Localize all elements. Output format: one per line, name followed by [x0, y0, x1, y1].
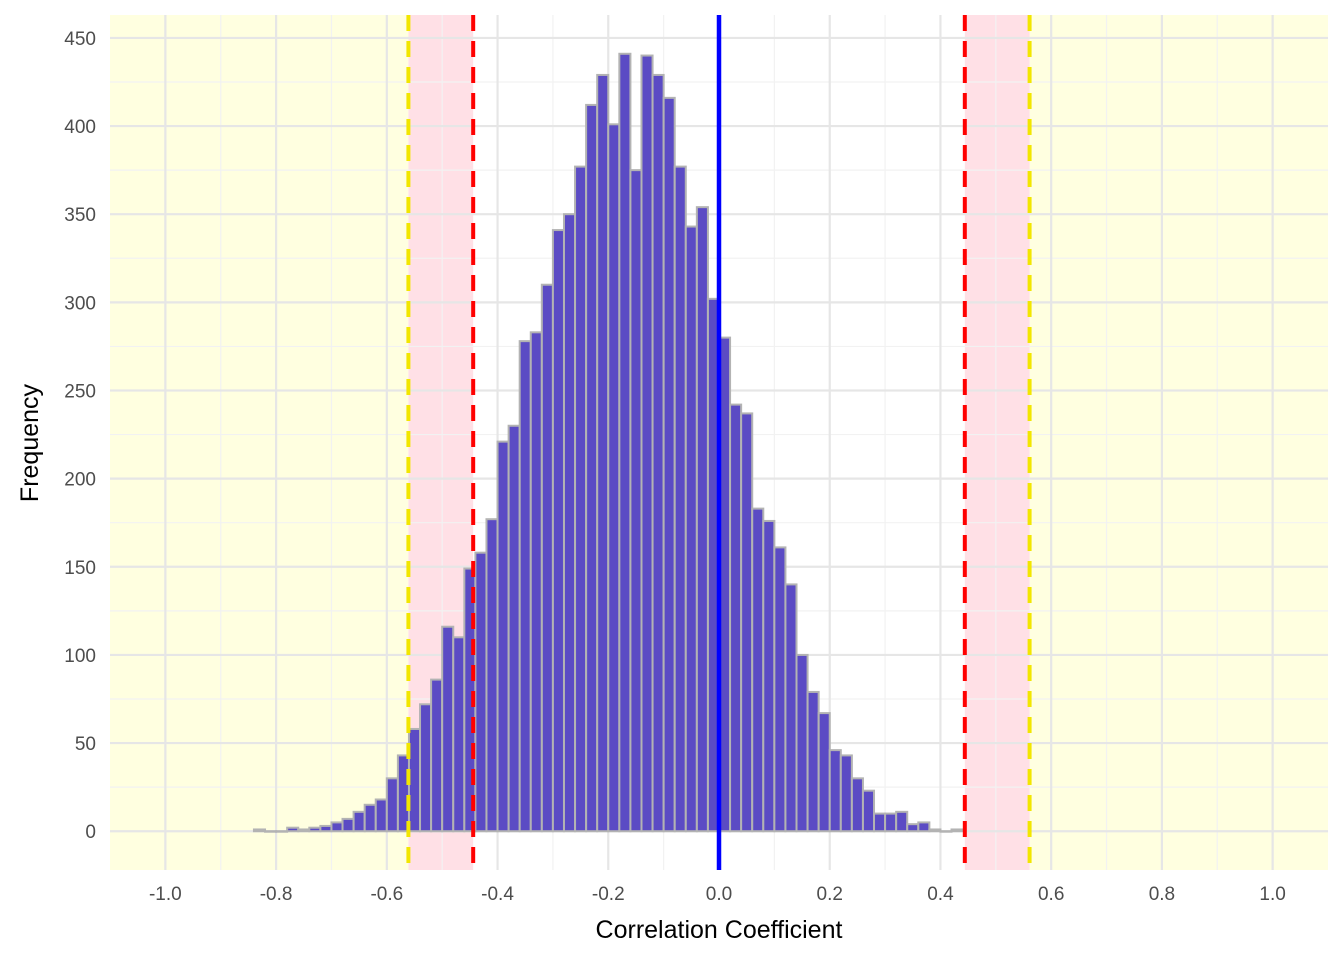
histogram-bar	[651, 73, 665, 833]
histogram-bar	[529, 331, 543, 833]
histogram-bar	[751, 507, 765, 833]
y-tick-label: 250	[64, 381, 96, 402]
y-tick-label: 50	[75, 734, 96, 755]
yellow-region	[110, 15, 409, 870]
histogram-bar	[784, 583, 798, 833]
histogram-bar	[873, 812, 887, 833]
histogram-bar	[518, 340, 532, 833]
y-tick-label: 350	[64, 205, 96, 226]
histogram-bar	[950, 828, 964, 833]
x-axis-title: Correlation Coefficient	[596, 916, 843, 944]
histogram-bar	[806, 690, 820, 833]
histogram-bar	[640, 54, 654, 833]
y-tick-label: 400	[64, 117, 96, 138]
histogram-bar	[618, 52, 632, 833]
y-tick-label: 450	[64, 29, 96, 50]
histogram-bar	[895, 810, 909, 833]
y-axis-ticks: 0 50 100 150 200 250 300 350 400 450	[64, 29, 96, 843]
histogram-bar	[939, 830, 953, 833]
x-tick-label: 0.0	[706, 884, 732, 905]
histogram-bar	[496, 440, 510, 833]
histogram-bar	[507, 424, 521, 833]
x-tick-label: -0.2	[592, 884, 625, 905]
x-tick-label: 0.8	[1149, 884, 1175, 905]
y-tick-label: 0	[85, 822, 96, 843]
histogram-bar	[596, 73, 610, 833]
x-axis-ticks: -1.0 -0.8 -0.6 -0.4 -0.2 0.0 0.2 0.4 0.6 0.8 1.0	[149, 884, 1286, 905]
histogram-bar	[884, 812, 898, 833]
histogram-bar	[673, 165, 687, 833]
histogram-bar	[629, 169, 643, 833]
yellow-region	[1029, 15, 1328, 870]
histogram-bar	[795, 653, 809, 833]
histogram-bar	[607, 123, 621, 833]
x-tick-label: -0.6	[370, 884, 403, 905]
histogram-bar	[684, 225, 698, 833]
pink-region	[964, 15, 1030, 870]
histogram-bar	[662, 96, 676, 833]
histogram-bar	[740, 412, 754, 833]
histogram-bar	[850, 777, 864, 833]
histogram-bar	[906, 823, 920, 833]
y-axis-title: Frequency	[16, 383, 44, 502]
histogram-bar	[729, 403, 743, 833]
histogram-bar	[485, 518, 499, 833]
x-tick-label: 0.6	[1038, 884, 1064, 905]
histogram-bar	[551, 229, 565, 833]
histogram-bar	[474, 551, 488, 833]
histogram-bar	[828, 749, 842, 833]
shaded-regions	[110, 15, 1328, 870]
histogram-bar	[861, 789, 876, 833]
histogram-bar	[773, 546, 787, 833]
x-tick-label: 0.4	[927, 884, 954, 905]
y-tick-label: 300	[64, 293, 96, 314]
histogram-bar	[917, 821, 931, 833]
histogram-bar	[762, 519, 776, 833]
x-tick-label: 0.2	[817, 884, 843, 905]
reference-lines	[406, 15, 1032, 870]
histogram-bar	[817, 712, 831, 833]
y-tick-label: 200	[64, 470, 96, 491]
region-overlay	[1030, 15, 1328, 870]
histogram-bar	[839, 754, 853, 833]
histogram-bars	[110, 15, 1328, 870]
x-tick-label: -0.8	[260, 884, 293, 905]
region-overlay	[965, 15, 1030, 870]
y-tick-label: 100	[64, 646, 96, 667]
region-overlay	[110, 15, 408, 870]
x-tick-label: 1.0	[1259, 884, 1285, 905]
histogram-bar	[695, 206, 709, 833]
histogram-bar	[540, 283, 554, 833]
y-tick-label: 150	[64, 558, 96, 579]
histogram-bar	[928, 828, 942, 833]
histogram-bar	[574, 165, 588, 833]
region-overlay	[408, 15, 473, 870]
x-tick-label: -1.0	[149, 884, 182, 905]
histogram-bar	[585, 103, 599, 833]
x-tick-label: -0.4	[481, 884, 514, 905]
histogram-bar	[562, 213, 577, 833]
